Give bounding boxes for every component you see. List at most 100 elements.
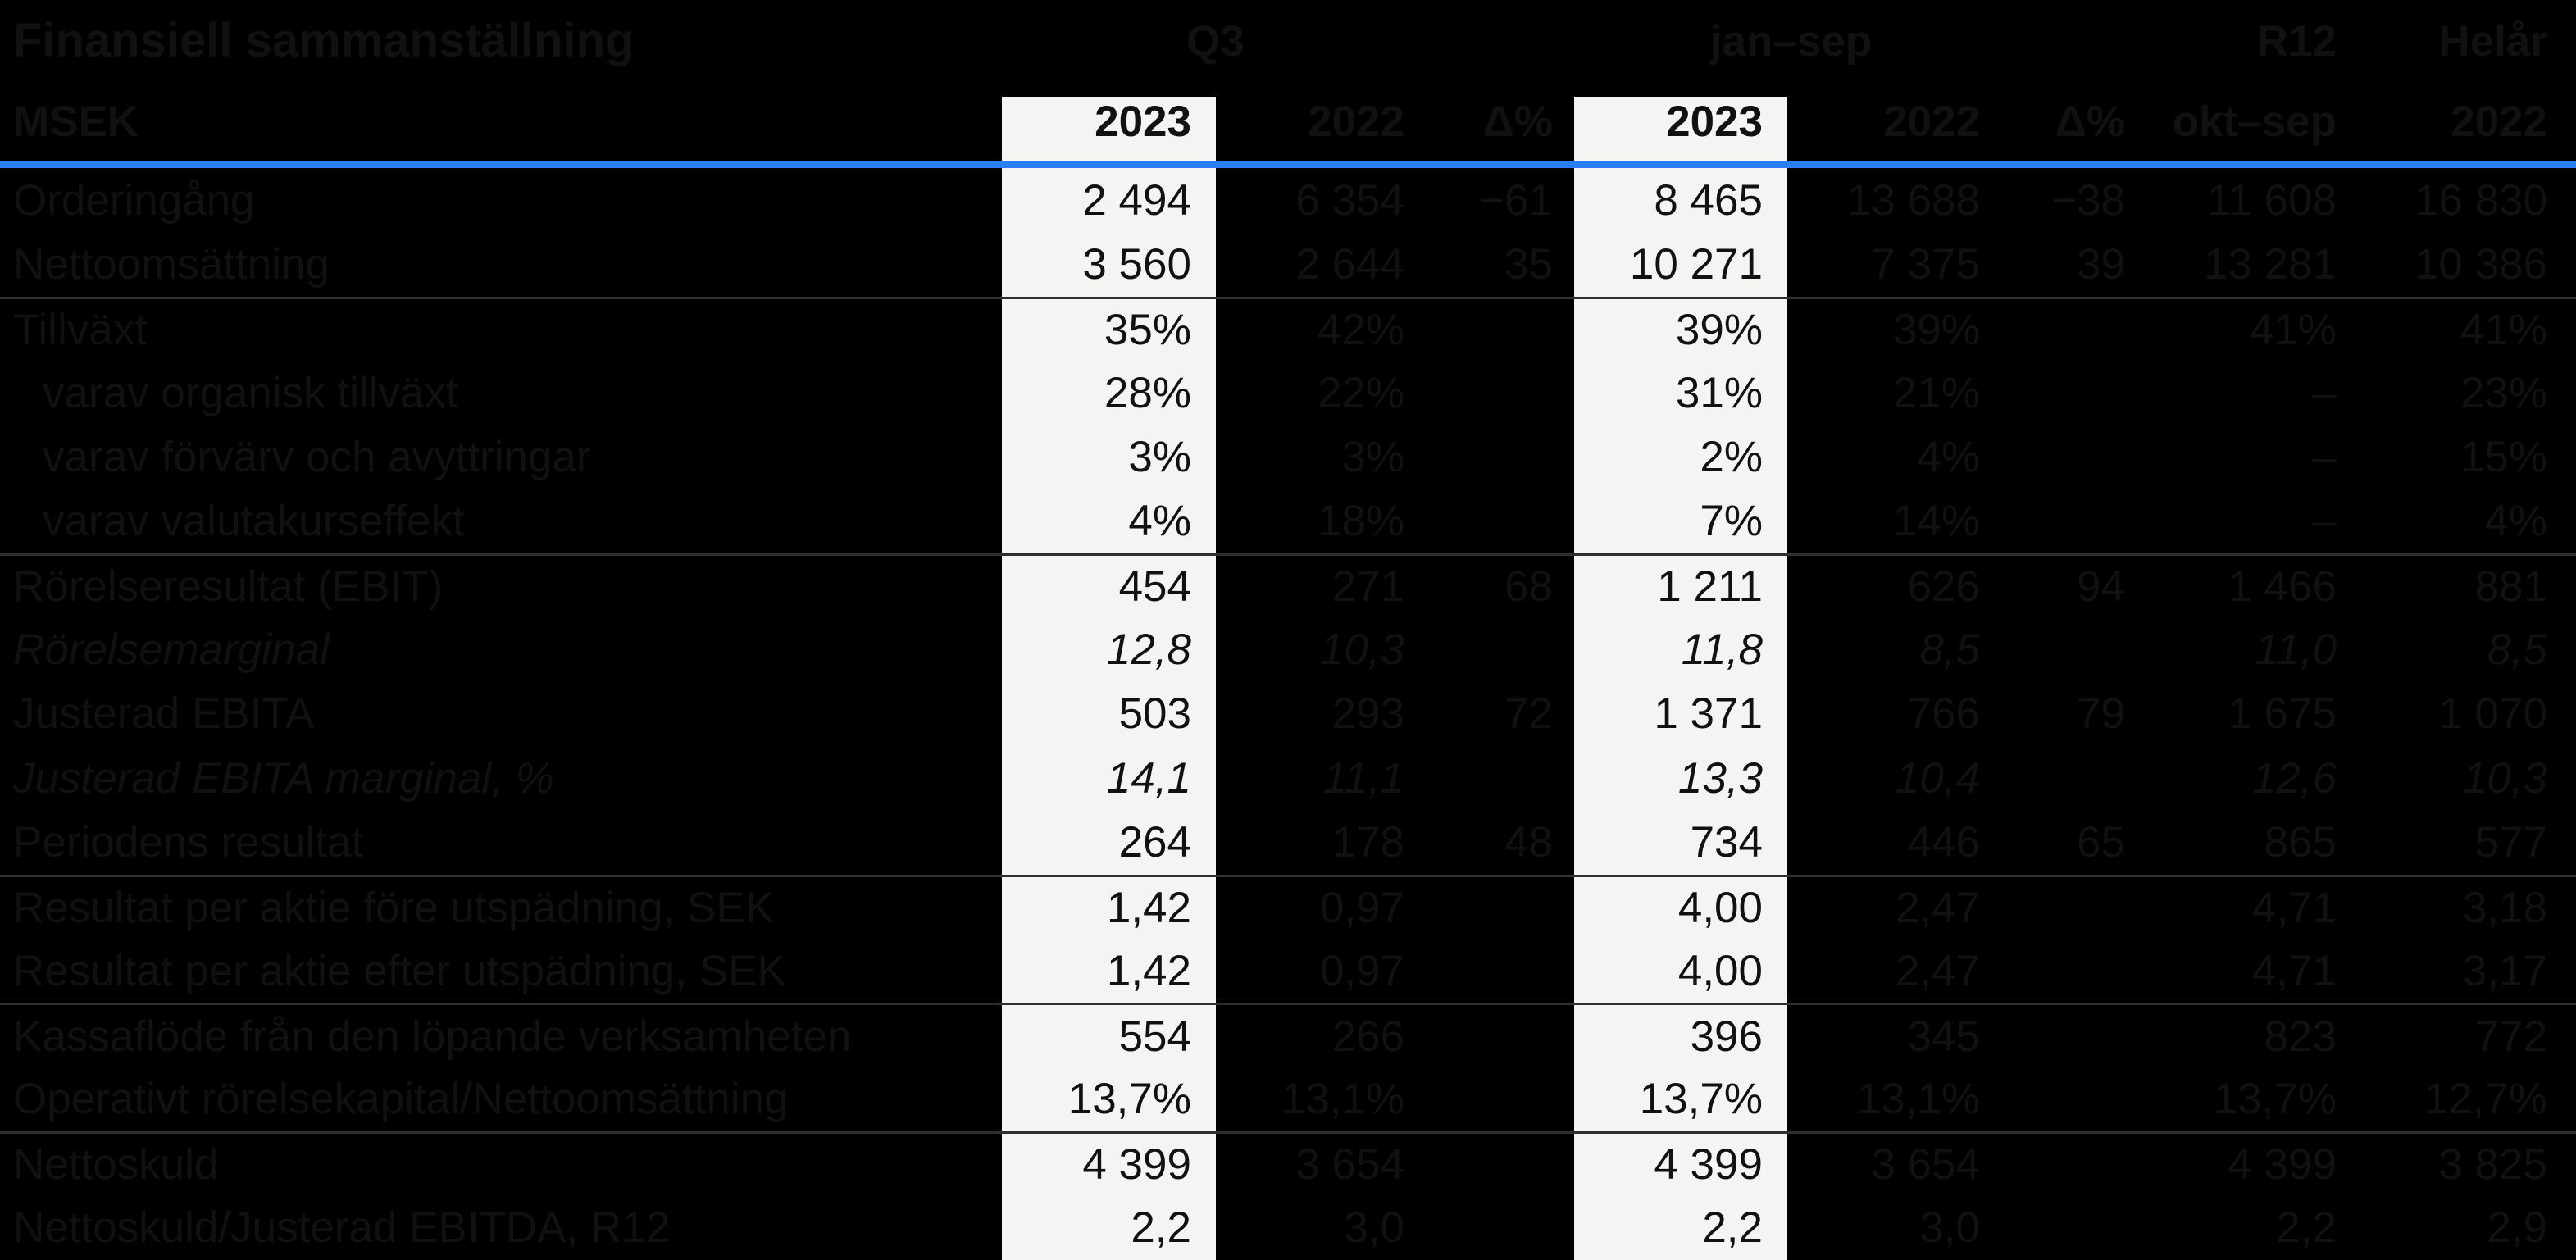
value-cell: 14,1 — [1106, 753, 1191, 803]
group-header-jan-sep: jan–sep — [1709, 16, 1873, 66]
value-cell: 1 211 — [1657, 562, 1763, 612]
table-row: varav organisk tillväxt 28% 22% 31% 21% … — [0, 361, 2576, 425]
value-cell: 0,97 — [1319, 883, 1404, 932]
row-label: varav organisk tillväxt — [43, 368, 458, 417]
row-label: Justerad EBITA marginal, % — [13, 753, 554, 803]
table-row: Tillväxt 35% 42% 39% 39% 41% 41% — [0, 296, 2576, 361]
highlight-column-q3-2023 — [1002, 97, 1216, 1260]
value-cell: 41% — [2249, 305, 2337, 354]
row-label: Resultat per aktie efter utspädning, SEK — [13, 946, 786, 995]
value-cell: 3 654 — [1295, 1140, 1404, 1189]
value-cell: 865 — [2264, 818, 2337, 867]
value-cell: 0,97 — [1319, 946, 1404, 995]
value-cell: 4 399 — [1654, 1140, 1763, 1189]
value-cell: 11 608 — [2206, 175, 2337, 225]
value-cell: 6 354 — [1295, 175, 1404, 225]
value-cell: 554 — [1118, 1012, 1191, 1061]
value-cell: 2 644 — [1295, 240, 1404, 289]
value-cell: 503 — [1118, 689, 1191, 739]
unit-label: MSEK — [13, 97, 139, 146]
group-header-row: Finansiell sammanställning Q3 jan–sep R1… — [0, 0, 2576, 82]
value-cell: 12,6 — [2251, 753, 2337, 803]
value-cell: 396 — [1690, 1012, 1763, 1061]
value-cell: 4,71 — [2251, 946, 2337, 995]
value-cell: 345 — [1907, 1012, 1980, 1061]
value-cell: – — [2312, 433, 2337, 482]
value-cell: 2 494 — [1082, 175, 1191, 225]
value-cell: 13,3 — [1677, 753, 1763, 803]
value-cell: 4 399 — [2228, 1140, 2337, 1189]
value-cell: 3% — [1341, 433, 1404, 482]
value-cell: 13 688 — [1846, 175, 1980, 225]
value-cell: 2,47 — [1895, 946, 1980, 995]
table-row: Resultat per aktie före utspädning, SEK … — [0, 874, 2576, 939]
table-row: Kassaflöde från den löpande verksamheten… — [0, 1003, 2576, 1067]
value-cell: 446 — [1907, 818, 1980, 867]
value-cell: 3 560 — [1082, 240, 1191, 289]
value-cell: 10,3 — [1319, 625, 1404, 675]
column-header-jansep-delta: Δ% — [2055, 97, 2125, 146]
row-label: Operativt rörelsekapital/Nettoomsättning — [13, 1075, 789, 1124]
value-cell: 2% — [1700, 433, 1763, 482]
value-cell: 11,1 — [1322, 753, 1404, 803]
value-cell: 13,7% — [2213, 1075, 2337, 1124]
row-label: Orderingång — [13, 175, 255, 225]
value-cell: 13,1% — [1856, 1075, 1980, 1124]
value-cell: 577 — [2474, 818, 2547, 867]
value-cell: 10 386 — [2414, 240, 2547, 289]
value-cell: 4,00 — [1677, 883, 1763, 932]
column-header-q3-2023: 2023 — [1095, 97, 1191, 146]
divider-blue-line — [0, 161, 2576, 168]
value-cell: 178 — [1331, 818, 1404, 867]
value-cell: 1 466 — [2228, 562, 2337, 612]
table-row: Nettoomsättning 3 560 2 644 35 10 271 7 … — [0, 232, 2576, 296]
value-cell: 766 — [1907, 689, 1980, 739]
value-cell: 2,47 — [1895, 883, 1980, 932]
value-cell: −61 — [1479, 175, 1553, 225]
value-cell: 4% — [2484, 497, 2547, 546]
group-header-r12: R12 — [2256, 16, 2337, 66]
value-cell: 734 — [1690, 818, 1763, 867]
value-cell: 2,2 — [1131, 1203, 1191, 1253]
value-cell: 4,00 — [1677, 946, 1763, 995]
table-row: Justerad EBITA marginal, % 14,1 11,1 13,… — [0, 746, 2576, 810]
value-cell: 72 — [1504, 689, 1553, 739]
value-cell: 3,0 — [1344, 1203, 1404, 1253]
value-cell: 2,9 — [2487, 1203, 2547, 1253]
value-cell: 10,4 — [1895, 753, 1980, 803]
value-cell: 264 — [1118, 818, 1191, 867]
value-cell: 4% — [1128, 497, 1191, 546]
value-cell: 12,7% — [2424, 1075, 2547, 1124]
row-label: Rörelsemarginal — [13, 625, 330, 675]
value-cell: 35 — [1504, 240, 1553, 289]
table-row: Orderingång 2 494 6 354 −61 8 465 13 688… — [0, 168, 2576, 232]
value-cell: 454 — [1118, 562, 1191, 612]
value-cell: 35% — [1104, 305, 1191, 354]
value-cell: 7 375 — [1871, 240, 1980, 289]
highlight-column-jansep-2023 — [1574, 97, 1787, 1260]
value-cell: 7% — [1700, 497, 1763, 546]
row-label: Justerad EBITA — [13, 689, 315, 739]
value-cell: −38 — [2051, 175, 2125, 225]
value-cell: 39 — [2077, 240, 2125, 289]
value-cell: 823 — [2264, 1012, 2337, 1061]
value-cell: 3 825 — [2438, 1140, 2547, 1189]
value-cell: 13,1% — [1281, 1075, 1404, 1124]
value-cell: 10 271 — [1629, 240, 1763, 289]
row-label: varav valutakurseffekt — [43, 497, 465, 546]
value-cell: 1 371 — [1654, 689, 1763, 739]
row-label: Nettoomsättning — [13, 240, 330, 289]
value-cell: 1 675 — [2228, 689, 2337, 739]
value-cell: 39% — [1892, 305, 1980, 354]
value-cell: 3,17 — [2462, 946, 2547, 995]
row-label: Kassaflöde från den löpande verksamheten — [13, 1012, 852, 1061]
value-cell: 31% — [1675, 368, 1763, 417]
column-header-jansep-2023: 2023 — [1666, 97, 1763, 146]
value-cell: 3 654 — [1871, 1140, 1980, 1189]
value-cell: 79 — [2077, 689, 2125, 739]
value-cell: 42% — [1317, 305, 1404, 354]
value-cell: 4 399 — [1082, 1140, 1191, 1189]
value-cell: 626 — [1907, 562, 1980, 612]
table-row: Rörelsemarginal 12,8 10,3 11,8 8,5 11,0 … — [0, 617, 2576, 681]
